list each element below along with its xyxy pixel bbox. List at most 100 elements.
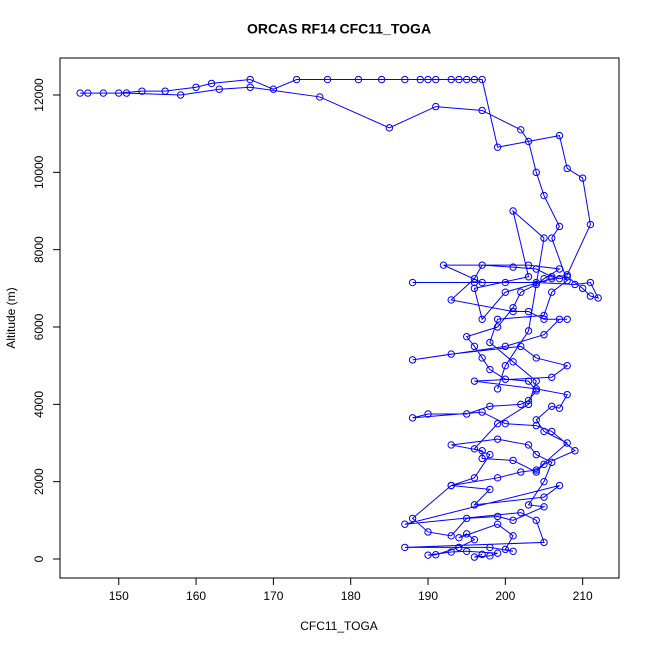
data-point xyxy=(532,450,540,459)
data-point xyxy=(548,273,556,281)
y-tick-label: 2000 xyxy=(32,468,46,495)
data-point xyxy=(486,485,494,494)
x-tick-label: 160 xyxy=(186,589,206,603)
data-point xyxy=(548,234,556,242)
data-point xyxy=(501,342,510,351)
data-point xyxy=(563,271,571,279)
data-point xyxy=(478,447,486,455)
data-point xyxy=(462,530,471,538)
plot-frame xyxy=(59,57,620,579)
data-point xyxy=(486,402,494,410)
data-point xyxy=(524,261,533,269)
data-point xyxy=(524,441,533,449)
data-point xyxy=(524,307,533,316)
data-point xyxy=(540,427,548,436)
data-point xyxy=(192,83,200,91)
data-point xyxy=(501,278,510,287)
data-point xyxy=(486,450,494,459)
data-point xyxy=(455,543,463,552)
data-point xyxy=(571,280,579,289)
data-point xyxy=(462,410,471,418)
data-point xyxy=(586,220,595,229)
x-tick-label: 180 xyxy=(341,589,361,603)
data-point xyxy=(517,468,525,476)
data-point xyxy=(540,191,548,200)
y-tick-label: 8000 xyxy=(32,236,46,263)
data-point xyxy=(486,338,494,347)
data-point xyxy=(524,327,533,335)
data-point xyxy=(532,421,540,430)
data-point xyxy=(532,468,540,476)
data-point xyxy=(161,87,169,95)
data-point xyxy=(548,402,556,410)
data-point xyxy=(493,474,502,482)
data-point xyxy=(493,520,502,528)
data-point xyxy=(416,75,424,84)
data-point xyxy=(555,481,564,490)
data-point xyxy=(470,342,479,351)
data-point xyxy=(540,503,548,511)
data-point xyxy=(478,354,486,362)
data-point xyxy=(501,361,510,370)
data-point xyxy=(470,535,479,544)
data-point xyxy=(478,261,486,269)
data-point xyxy=(501,375,510,383)
data-point xyxy=(548,274,556,283)
data-point xyxy=(478,315,486,323)
data-point xyxy=(540,477,548,486)
data-point xyxy=(99,89,107,97)
x-tick-label: 170 xyxy=(263,589,283,603)
data-point xyxy=(524,400,533,409)
data-point xyxy=(207,79,216,88)
data-point xyxy=(524,377,533,385)
data-point xyxy=(563,361,571,370)
data-point xyxy=(455,75,463,84)
data-point xyxy=(447,532,455,540)
data-point xyxy=(84,89,92,97)
data-point xyxy=(470,445,479,453)
data-point xyxy=(532,377,540,385)
data-point xyxy=(408,414,417,422)
data-point xyxy=(486,543,494,552)
data-point xyxy=(447,75,455,84)
data-point xyxy=(509,307,517,316)
data-point xyxy=(555,265,564,273)
data-point xyxy=(493,385,502,393)
data-point xyxy=(532,354,540,362)
data-point xyxy=(540,460,548,468)
data-point xyxy=(540,311,548,320)
data-point xyxy=(509,358,517,366)
y-tick-label: 6000 xyxy=(32,313,46,340)
data-point xyxy=(215,85,223,93)
data-point xyxy=(532,168,540,177)
data-point xyxy=(478,75,486,84)
data-point xyxy=(401,75,409,84)
data-point xyxy=(509,516,517,525)
data-point xyxy=(246,75,254,84)
x-tick-label: 210 xyxy=(573,589,593,603)
data-point xyxy=(501,419,510,428)
data-point xyxy=(408,514,417,523)
data-point xyxy=(501,288,510,296)
data-point xyxy=(447,350,455,358)
data-point xyxy=(138,87,146,95)
data-point xyxy=(439,261,448,269)
data-point xyxy=(432,551,440,559)
data-point xyxy=(462,547,471,555)
y-tick-label: 0 xyxy=(32,555,46,562)
data-point xyxy=(524,396,533,405)
data-point xyxy=(493,419,502,428)
data-point xyxy=(517,126,525,134)
data-point xyxy=(470,474,479,482)
data-point xyxy=(447,296,455,304)
x-axis-label: CFC11_TOGA xyxy=(300,619,378,633)
data-point xyxy=(493,323,502,331)
data-point xyxy=(354,75,363,84)
data-point xyxy=(470,278,479,287)
data-point xyxy=(122,89,131,97)
data-point xyxy=(563,276,571,285)
data-point xyxy=(563,273,571,281)
y-tick-label: 4000 xyxy=(32,391,46,418)
data-line xyxy=(80,79,600,558)
